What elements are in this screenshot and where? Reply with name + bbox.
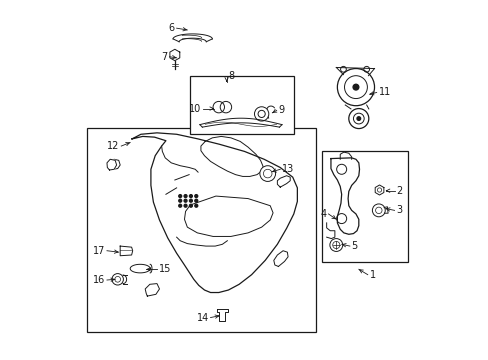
Bar [87, 128, 315, 332]
Text: 1: 1 [369, 270, 375, 280]
Circle shape [189, 199, 192, 202]
Text: 3: 3 [395, 205, 402, 215]
Polygon shape [107, 159, 116, 170]
Circle shape [194, 195, 197, 198]
Circle shape [194, 199, 197, 202]
Polygon shape [169, 49, 180, 61]
Polygon shape [374, 185, 383, 195]
Circle shape [184, 199, 186, 202]
Circle shape [112, 274, 123, 285]
Circle shape [179, 199, 181, 202]
Text: 11: 11 [378, 87, 390, 98]
Circle shape [372, 204, 385, 217]
Circle shape [184, 204, 186, 207]
Polygon shape [132, 133, 297, 293]
Text: 12: 12 [107, 141, 119, 151]
Text: 16: 16 [93, 275, 105, 285]
Text: 17: 17 [93, 246, 105, 256]
Text: 10: 10 [189, 104, 201, 113]
Polygon shape [173, 34, 212, 42]
Text: 13: 13 [282, 164, 294, 174]
Bar [322, 152, 407, 262]
Text: 7: 7 [161, 52, 167, 62]
Text: 4: 4 [320, 209, 326, 219]
Text: 2: 2 [395, 186, 402, 196]
Circle shape [194, 204, 197, 207]
Polygon shape [145, 284, 159, 296]
Text: 5: 5 [351, 241, 357, 251]
Circle shape [356, 117, 360, 120]
Text: 15: 15 [159, 264, 171, 274]
Circle shape [352, 84, 358, 90]
Circle shape [189, 204, 192, 207]
Polygon shape [217, 309, 227, 321]
Circle shape [259, 166, 275, 181]
Circle shape [254, 107, 268, 121]
Circle shape [179, 195, 181, 198]
Circle shape [184, 195, 186, 198]
Circle shape [337, 68, 374, 106]
Text: 9: 9 [278, 105, 284, 115]
Circle shape [348, 109, 368, 129]
Bar [190, 76, 293, 134]
Polygon shape [120, 246, 132, 256]
Text: 8: 8 [228, 71, 234, 81]
Text: 6: 6 [168, 23, 175, 33]
Circle shape [189, 195, 192, 198]
Circle shape [179, 204, 181, 207]
Polygon shape [130, 264, 150, 273]
Text: 14: 14 [196, 312, 208, 323]
Polygon shape [330, 158, 359, 234]
Polygon shape [200, 118, 282, 127]
Circle shape [329, 239, 342, 251]
